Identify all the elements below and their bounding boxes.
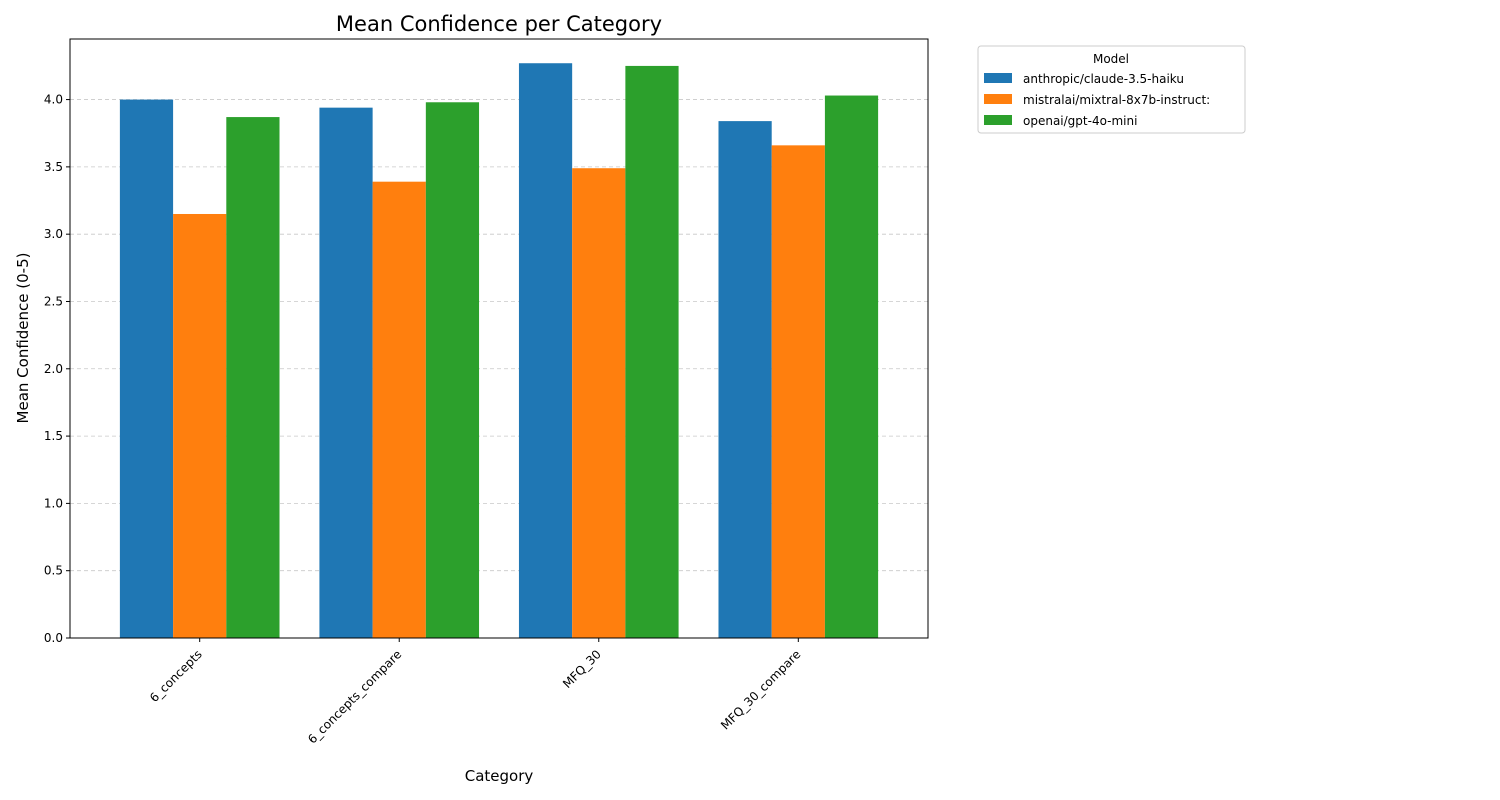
y-tick-label: 1.5 bbox=[44, 429, 63, 443]
bar-mistralai-mixtral-8x7b-instruct--6_concepts bbox=[173, 213, 227, 638]
legend-swatch bbox=[984, 94, 1012, 104]
y-tick-label: 3.0 bbox=[44, 227, 63, 241]
x-tick-label: 6_concepts_compare bbox=[305, 647, 404, 746]
legend-swatch bbox=[984, 73, 1012, 83]
bar-openai-gpt-4o-mini-6_concepts_compare bbox=[425, 102, 480, 639]
legend-label: openai/gpt-4o-mini bbox=[1023, 114, 1137, 128]
legend-items: anthropic/claude-3.5-haiku mistralai/mixt… bbox=[984, 72, 1210, 128]
x-axis: 6_concepts 6_concepts_compare MFQ_30 MFQ_30… bbox=[147, 638, 803, 746]
bar-mistralai-mixtral-8x7b-instruct--6_concepts_compare bbox=[372, 181, 426, 638]
y-axis-title: Mean Confidence (0-5) bbox=[14, 253, 32, 424]
bar-anthropic-claude-3-5-haiku-6_concepts_compare bbox=[319, 107, 373, 639]
x-tick-label: MFQ_30_compare bbox=[718, 647, 803, 732]
legend-box bbox=[977, 45, 1246, 134]
y-axis: 0.0 0.5 1.0 1.5 2.0 2.5 3.0 3.5 4.0 bbox=[44, 93, 70, 645]
y-tick-label: 4.0 bbox=[44, 93, 63, 107]
y-tick-label: 3.5 bbox=[44, 160, 63, 174]
plot-frame bbox=[69, 38, 929, 639]
bar-anthropic-claude-3-5-haiku-mfq_30 bbox=[518, 63, 573, 639]
x-tick-label: 6_concepts bbox=[147, 647, 205, 705]
bar-anthropic-claude-3-5-haiku-mfq_30_compare bbox=[718, 121, 772, 639]
chart-title: Mean Confidence per Category bbox=[336, 12, 662, 36]
bars bbox=[119, 63, 879, 639]
x-axis-title: Category bbox=[465, 767, 534, 785]
legend: Model anthropic/claude-3.5-haiku mistrala… bbox=[977, 45, 1246, 134]
legend-label: anthropic/claude-3.5-haiku bbox=[1023, 72, 1184, 86]
bar-openai-gpt-4o-mini-mfq_30_compare bbox=[824, 95, 879, 638]
legend-swatch bbox=[984, 115, 1012, 125]
legend-title: Model bbox=[1093, 52, 1129, 66]
y-tick-label: 1.0 bbox=[44, 496, 63, 510]
bar-mistralai-mixtral-8x7b-instruct--mfq_30_compare bbox=[771, 145, 825, 638]
bar-mistralai-mixtral-8x7b-instruct--mfq_30 bbox=[572, 168, 626, 638]
bar-openai-gpt-4o-mini-6_concepts bbox=[226, 117, 280, 639]
bar-openai-gpt-4o-mini-mfq_30 bbox=[625, 65, 679, 639]
y-tick-label: 2.5 bbox=[44, 294, 63, 308]
bar-anthropic-claude-3-5-haiku-6_concepts bbox=[119, 99, 174, 638]
y-tick-label: 0.0 bbox=[44, 631, 63, 645]
x-tick-label: MFQ_30 bbox=[560, 647, 604, 691]
y-tick-label: 2.0 bbox=[44, 362, 63, 376]
legend-label: mistralai/mixtral-8x7b-instruct: bbox=[1023, 93, 1210, 107]
y-tick-label: 0.5 bbox=[44, 564, 63, 578]
